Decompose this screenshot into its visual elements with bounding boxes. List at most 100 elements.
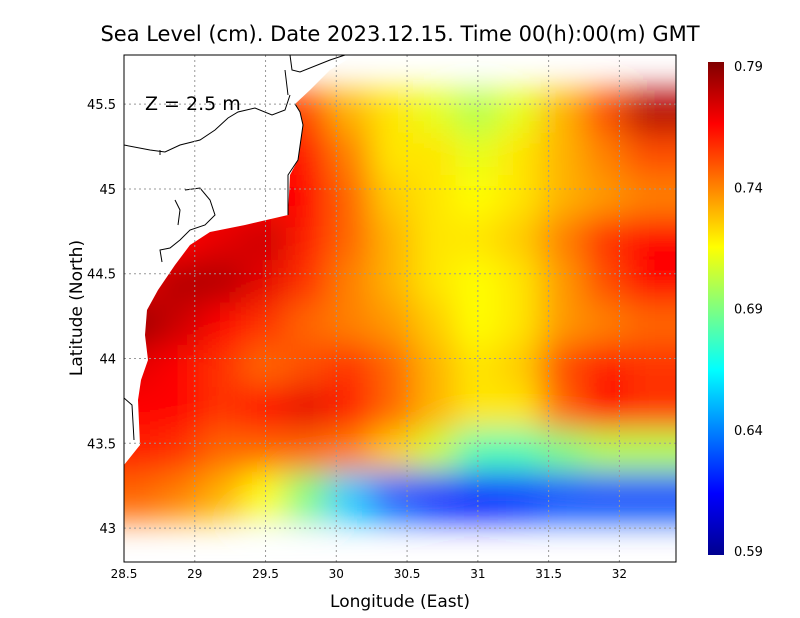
heatmap-cell (498, 90, 543, 135)
heatmap-cell (583, 217, 628, 263)
heatmap-cell (455, 518, 501, 521)
heatmap-cell (328, 471, 373, 521)
heatmap-cell (200, 344, 246, 390)
heatmap-cell (370, 302, 416, 347)
heatmap-cell (413, 429, 458, 474)
x-ticks: 28.5 29 29.5 30 30.5 31 31.5 32 (111, 567, 627, 581)
heatmap-cell (583, 132, 628, 178)
heatmap-cell (285, 471, 331, 521)
heatmap-cell (413, 90, 458, 135)
heatmap-cell (328, 429, 373, 474)
heatmap-cell (625, 471, 676, 521)
heatmap-cell (583, 471, 628, 521)
heatmap-cell (285, 175, 331, 220)
heatmap-cell (540, 132, 585, 178)
heatmap-cell (625, 518, 676, 521)
heatmap-cell (370, 217, 416, 263)
x-tick-label: 29 (187, 567, 202, 581)
heatmap-cell (370, 471, 416, 521)
heatmap-cell (625, 175, 676, 220)
heatmap-cell (285, 302, 331, 347)
heatmap-cell (583, 387, 628, 432)
heatmap-cell (583, 302, 628, 347)
heatmap-cell (243, 260, 288, 305)
heatmap-cell (370, 132, 416, 178)
y-axis-label: Latitude (North) (67, 240, 87, 376)
y-tick-label: 43 (99, 522, 116, 537)
heatmap-cell (370, 260, 416, 305)
heatmap-cell (540, 518, 585, 521)
heatmap-cell (413, 217, 458, 263)
heatmap-cell (158, 344, 203, 390)
heatmap-cell (370, 429, 416, 474)
heatmap-cell (583, 518, 628, 521)
colorbar-tick-label: 0.59 (734, 545, 763, 560)
heatmap-cell (413, 471, 458, 521)
heatmap-cell (413, 132, 458, 178)
y-ticks: 43 43.5 44 44.5 45 45.5 (87, 98, 116, 537)
heatmap-cell (583, 175, 628, 220)
x-tick-label: 30 (329, 567, 344, 581)
heatmap-cell (285, 217, 331, 263)
heatmap-cell (328, 518, 373, 521)
heatmap-cell (328, 260, 373, 305)
colorbar (708, 62, 724, 555)
heatmap-cell (124, 387, 161, 432)
x-tick-label: 32 (612, 567, 627, 581)
colorbar-tick-label: 0.79 (734, 60, 763, 75)
y-tick-label: 44 (99, 353, 116, 368)
colorbar-ticks: 0.79 0.74 0.69 0.64 0.59 (734, 60, 763, 560)
heatmap-cell (498, 302, 543, 347)
chart-title: Sea Level (cm). Date 2023.12.15. Time 00… (100, 22, 699, 46)
heatmap-cell (413, 175, 458, 220)
heatmap-cell (328, 387, 373, 432)
heatmap-cell (455, 260, 501, 305)
x-axis-label: Longitude (East) (330, 592, 470, 612)
heatmap-cell (540, 90, 585, 135)
heatmap-cell (498, 387, 543, 432)
heatmap-cell (498, 132, 543, 178)
heatmap-cell (285, 260, 331, 305)
heatmap-cell (583, 90, 628, 135)
heatmap-cell (200, 302, 246, 347)
y-tick-label: 43.5 (87, 437, 116, 452)
heatmap-cell (625, 429, 676, 474)
heatmap-cell (498, 471, 543, 521)
heatmap-cell (540, 387, 585, 432)
heatmap-cell (328, 344, 373, 390)
heatmap-cell (413, 302, 458, 347)
heatmap-cell (455, 175, 501, 220)
heatmap-cell (328, 302, 373, 347)
grid-lines (124, 55, 676, 562)
heatmap-cell (413, 518, 458, 521)
heatmap-cell (328, 90, 373, 135)
heatmap-cell (498, 217, 543, 263)
heatmap-cell (370, 387, 416, 432)
heatmap-cell (243, 302, 288, 347)
heatmap-cell (625, 90, 676, 135)
y-tick-label: 44.5 (87, 268, 116, 283)
heatmap-cell (625, 302, 676, 347)
heatmap-cell (285, 344, 331, 390)
x-tick-label: 31.5 (535, 567, 562, 581)
heatmap-cell (498, 260, 543, 305)
heatmap-cell (413, 344, 458, 390)
heatmap-cell (583, 429, 628, 474)
heatmap-cell (370, 90, 416, 135)
heatmap-cell (540, 260, 585, 305)
y-tick-label: 45 (99, 183, 116, 198)
heatmap-cell (370, 175, 416, 220)
heatmap-cell (370, 344, 416, 390)
heatmap-cell (413, 260, 458, 305)
heatmap-cell (124, 518, 161, 521)
heatmap-cell (200, 260, 246, 305)
heatmap-cell (124, 471, 161, 521)
heatmap-cell (583, 344, 628, 390)
heatmap-cell (200, 387, 246, 432)
heatmap-cell (540, 429, 585, 474)
heatmap-cell (158, 471, 203, 521)
heatmap-cell (370, 518, 416, 521)
heatmap-cell (285, 387, 331, 432)
